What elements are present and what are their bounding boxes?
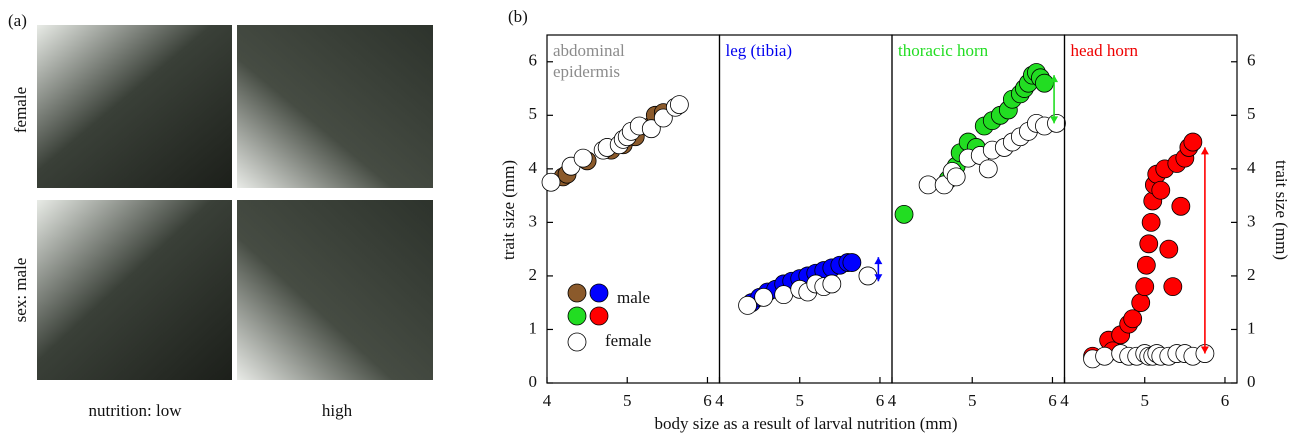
x-tick-label: 4	[715, 391, 724, 410]
point	[1151, 180, 1171, 200]
point	[669, 95, 689, 114]
y-tick-label: 3	[529, 211, 538, 230]
y-axis-label: trait size (mm)	[499, 160, 518, 260]
point	[978, 159, 998, 179]
x-tick-label: 4	[543, 391, 552, 410]
legend-swatch	[589, 306, 609, 326]
y-tick-label: 2	[529, 265, 538, 284]
arrow-head	[1050, 116, 1059, 124]
point	[842, 253, 862, 272]
point	[946, 167, 966, 187]
point	[1171, 196, 1191, 216]
legend-label: male	[617, 288, 650, 307]
arrow-head	[1200, 147, 1209, 155]
y-tick-label: 1	[529, 318, 538, 337]
panel-title: abdominal	[553, 41, 625, 60]
point	[1135, 277, 1155, 297]
point	[1035, 73, 1054, 93]
panel-title: thoracic horn	[898, 41, 989, 60]
panel-title: epidermis	[553, 62, 620, 81]
x-tick-label: 5	[1140, 391, 1149, 410]
x-tick-label: 6	[1221, 391, 1230, 410]
photo	[37, 200, 232, 380]
point	[774, 285, 794, 305]
column-label: high	[322, 401, 353, 420]
point	[1136, 255, 1156, 275]
y-tick-label: 3	[1247, 211, 1256, 230]
point	[1163, 277, 1183, 297]
column-label: nutrition: low	[88, 401, 182, 420]
photo	[237, 25, 433, 188]
panel-label: (a)	[8, 11, 27, 30]
y-tick-label: 5	[529, 104, 538, 123]
panel-label: (b)	[508, 7, 528, 26]
point	[1141, 212, 1161, 232]
point	[573, 148, 593, 168]
x-axis-label: body size as a result of larval nutritio…	[654, 414, 957, 433]
panel-title: leg (tibia)	[726, 41, 793, 60]
x-tick-label: 5	[795, 391, 804, 410]
point	[541, 172, 561, 192]
photo	[37, 25, 232, 188]
point	[822, 274, 842, 294]
photo-grid	[37, 25, 433, 380]
point	[1131, 293, 1151, 313]
x-tick-label: 6	[703, 391, 712, 410]
plot-frame	[718, 34, 893, 384]
y-tick-label: 6	[1247, 51, 1256, 70]
legend-label: female	[605, 331, 651, 350]
point	[1159, 239, 1179, 259]
x-tick-label: 6	[876, 391, 885, 410]
arrow-head	[874, 257, 883, 265]
point	[738, 295, 757, 315]
point	[754, 287, 774, 307]
point	[1095, 346, 1115, 366]
x-tick-label: 6	[1048, 391, 1057, 410]
point	[918, 175, 938, 195]
point	[858, 266, 878, 286]
arrow-head	[1050, 75, 1059, 83]
photo	[237, 200, 433, 380]
point	[1183, 132, 1203, 152]
row-label: sex: male	[11, 258, 30, 323]
y-tick-label: 2	[1247, 265, 1256, 284]
y-tick-label: 4	[529, 158, 538, 177]
row-label: female	[11, 87, 30, 133]
point	[1139, 234, 1159, 254]
y-tick-label: 1	[1247, 318, 1256, 337]
point	[1123, 309, 1143, 329]
point	[894, 204, 914, 224]
y-tick-label: 5	[1247, 104, 1256, 123]
point	[653, 108, 673, 128]
legend-swatch	[567, 283, 587, 303]
y-tick-label: 0	[1247, 372, 1256, 391]
arrow-head	[1200, 346, 1209, 354]
x-tick-label: 5	[623, 391, 632, 410]
arrow-head	[874, 274, 883, 282]
y-tick-label: 4	[1247, 158, 1256, 177]
point	[641, 119, 661, 139]
x-tick-label: 4	[1060, 391, 1069, 410]
y-tick-label: 0	[529, 372, 538, 391]
x-tick-label: 4	[888, 391, 897, 410]
y-axis-label: trait size (mm)	[1272, 160, 1291, 260]
y-tick-label: 6	[529, 51, 538, 70]
legend-swatch	[567, 332, 587, 352]
x-tick-label: 5	[968, 391, 977, 410]
plot-frame	[1063, 34, 1238, 384]
legend-swatch	[589, 283, 609, 303]
legend-swatch	[567, 306, 587, 326]
panel-title: head horn	[1071, 41, 1139, 60]
